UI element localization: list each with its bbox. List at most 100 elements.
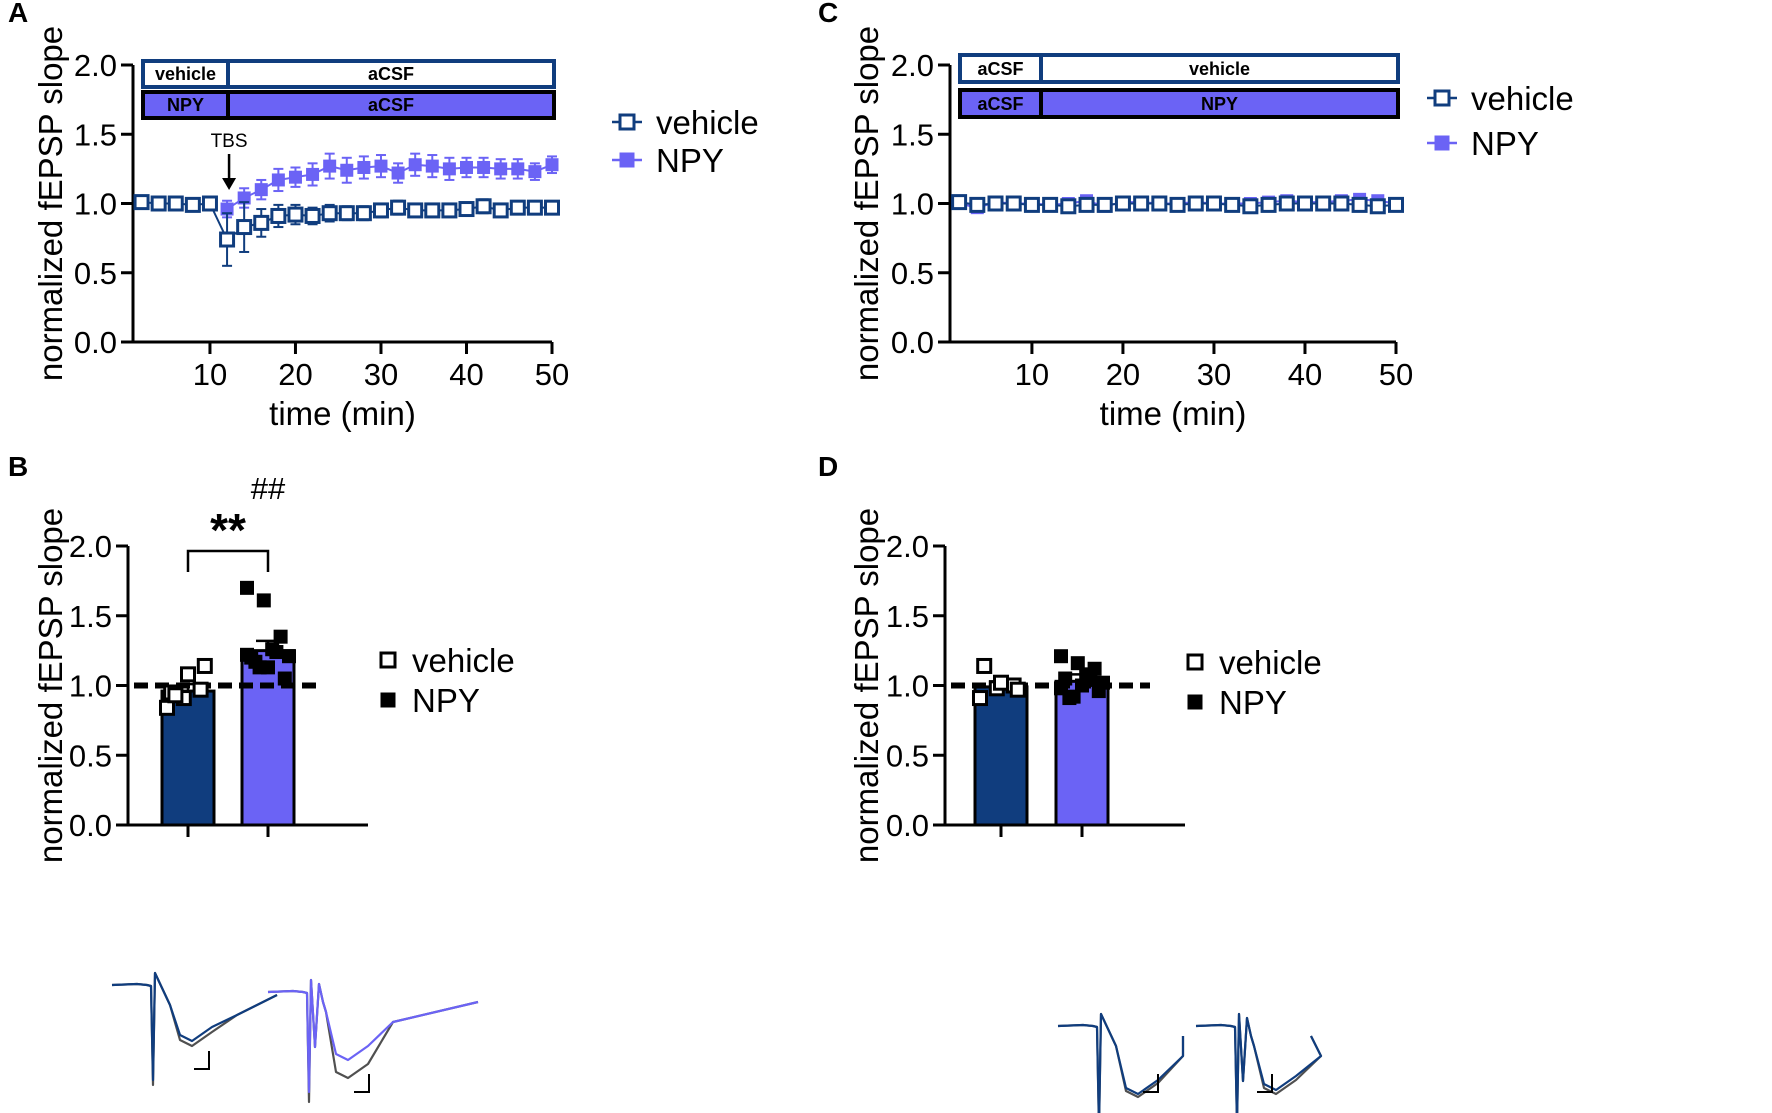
- individual-point: [240, 580, 254, 595]
- y-tick-label: 0.0: [74, 325, 117, 360]
- data-point: [271, 173, 285, 187]
- data-point: [219, 231, 236, 248]
- data-point: [1005, 195, 1022, 212]
- protocol-bar-open: [141, 59, 556, 89]
- data-point: [270, 207, 287, 224]
- individual-point: [282, 649, 296, 664]
- data-point: [544, 199, 560, 216]
- legend-npy-marker: [1187, 694, 1203, 710]
- y-tick-label: 0.0: [69, 808, 112, 843]
- data-point: [1278, 195, 1295, 212]
- significance-bracket: [186, 549, 270, 572]
- individual-point: [993, 674, 1009, 691]
- data-point: [1060, 198, 1077, 215]
- data-point: [526, 199, 543, 216]
- data-point: [236, 219, 253, 236]
- data-point: [323, 159, 337, 173]
- x-axis-title: time (min): [269, 395, 416, 432]
- data-point: [253, 214, 270, 231]
- data-point: [372, 202, 389, 219]
- panel-label: B: [8, 451, 28, 482]
- data-point: [1096, 196, 1113, 213]
- protocol-segment-label: vehicle: [1189, 59, 1250, 79]
- trace-vehicle-post: [1057, 1012, 1185, 1113]
- data-point: [306, 167, 320, 181]
- data-point: [1333, 195, 1350, 212]
- data-point: [133, 194, 150, 211]
- data-point: [1260, 196, 1277, 213]
- y-tick-label: 2.0: [69, 529, 112, 564]
- data-point: [1242, 198, 1259, 215]
- data-point: [150, 195, 167, 212]
- data-point: [475, 198, 492, 215]
- scale-bar: [194, 1051, 210, 1070]
- data-point: [340, 163, 354, 177]
- protocol-bar-filled: [141, 90, 556, 120]
- data-point: [391, 166, 405, 180]
- x-tick-label: 40: [1288, 357, 1322, 392]
- y-tick-label: 2.0: [74, 48, 117, 83]
- legend-vehicle-marker: [379, 651, 397, 669]
- protocol-segment-label: vehicle: [155, 64, 216, 84]
- individual-point: [192, 681, 209, 698]
- individual-point: [240, 647, 254, 662]
- legend-npy-marker: [380, 692, 396, 708]
- data-point: [304, 207, 321, 224]
- data-point: [167, 195, 184, 212]
- protocol-segment-label: aCSF: [368, 95, 414, 115]
- data-point: [509, 199, 526, 216]
- protocol-segment-label: aCSF: [977, 59, 1023, 79]
- protocol-bar-open: [958, 53, 1400, 84]
- individual-point: [277, 671, 292, 686]
- x-tick-label: 50: [1379, 357, 1413, 392]
- trace-npy-post: [267, 978, 479, 1094]
- data-point: [1114, 195, 1131, 212]
- individual-point: [1009, 681, 1026, 698]
- y-tick-label: 1.5: [74, 117, 117, 152]
- scale-bar: [1143, 1074, 1159, 1093]
- individual-point: [252, 660, 267, 675]
- protocol-segment-label: aCSF: [368, 64, 414, 84]
- tbs-arrow-head: [222, 178, 237, 190]
- individual-point: [1083, 672, 1098, 687]
- data-point: [528, 165, 542, 179]
- data-point: [1315, 195, 1332, 212]
- legend-npy-marker: [619, 152, 635, 168]
- data-point: [494, 162, 508, 176]
- y-axis-title: normalized fEPSP slope: [32, 26, 69, 381]
- y-tick-label: 1.5: [886, 599, 929, 634]
- y-tick-label: 1.0: [891, 187, 934, 222]
- individual-point: [1070, 656, 1085, 671]
- x-axis-title: time (min): [1100, 395, 1247, 432]
- data-point: [390, 199, 407, 216]
- y-tick-label: 2.0: [886, 529, 929, 564]
- data-point: [492, 202, 509, 219]
- legend-vehicle-label: vehicle: [412, 642, 515, 679]
- data-point: [1351, 196, 1368, 213]
- data-point: [458, 201, 475, 218]
- individual-point: [1096, 675, 1110, 690]
- data-point: [951, 194, 968, 211]
- y-tick-label: 1.0: [886, 669, 929, 704]
- data-point: [355, 205, 372, 222]
- data-point: [374, 159, 388, 173]
- y-axis-title: normalized fEPSP slope: [848, 26, 885, 381]
- data-point: [1187, 195, 1204, 212]
- data-point: [477, 160, 491, 174]
- individual-point: [269, 645, 284, 660]
- protocol-bar-filled: [958, 88, 1400, 119]
- data-point: [1205, 195, 1222, 212]
- x-tick-label: 30: [1197, 357, 1231, 392]
- data-point: [441, 202, 458, 219]
- y-tick-label: 0.5: [69, 738, 112, 773]
- data-point: [1151, 195, 1168, 212]
- data-point: [357, 160, 371, 174]
- data-point: [201, 195, 218, 212]
- data-point: [511, 162, 525, 176]
- data-point: [287, 206, 304, 223]
